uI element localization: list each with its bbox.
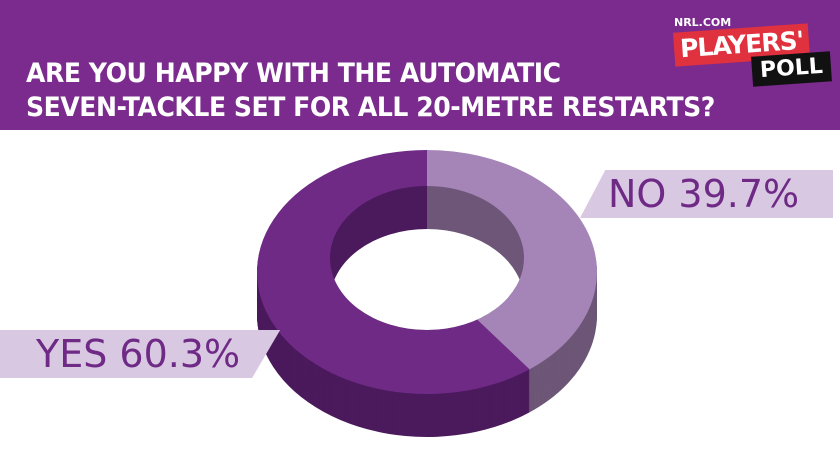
players-poll-logo: NRL.COM PLAYERS' POLL xyxy=(670,16,832,87)
label-no: NO 39.7% xyxy=(580,170,834,218)
hole-floor xyxy=(330,229,524,330)
label-yes: YES 60.3% xyxy=(0,330,281,378)
title-line-1: ARE YOU HAPPY WITH THE AUTOMATIC xyxy=(26,58,561,89)
logo-site: NRL.COM xyxy=(674,16,732,29)
title-line-2: SEVEN-TACKLE SET FOR ALL 20-METRE RESTAR… xyxy=(26,92,715,123)
header-band xyxy=(0,0,840,130)
